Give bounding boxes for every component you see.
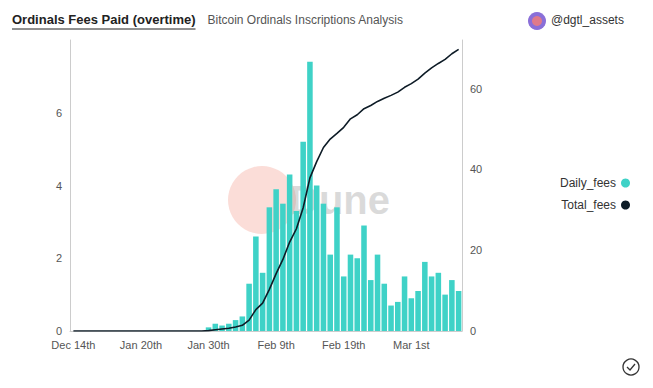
svg-text:Ordinals Fees Paid (overtime): Ordinals Fees Paid (overtime) xyxy=(12,12,196,27)
svg-text:20: 20 xyxy=(470,244,482,256)
svg-text:Bitcoin Ordinals Inscriptions: Bitcoin Ordinals Inscriptions Analysis xyxy=(208,13,403,27)
svg-text:2: 2 xyxy=(56,252,62,264)
svg-text:0: 0 xyxy=(470,325,476,337)
svg-text:6: 6 xyxy=(56,107,62,119)
svg-text:Dune: Dune xyxy=(290,178,390,222)
svg-text:Feb 19th: Feb 19th xyxy=(322,339,365,351)
svg-text:Jan 20th: Jan 20th xyxy=(120,339,162,351)
svg-text:Daily_fees: Daily_fees xyxy=(560,176,616,190)
svg-text:Dec 14th: Dec 14th xyxy=(51,339,95,351)
svg-text:4: 4 xyxy=(56,180,62,192)
svg-text:Feb 9th: Feb 9th xyxy=(257,339,294,351)
svg-text:@dgtl_assets: @dgtl_assets xyxy=(551,13,624,27)
svg-text:Total_fees: Total_fees xyxy=(561,198,616,212)
svg-text:40: 40 xyxy=(470,163,482,175)
svg-text:60: 60 xyxy=(470,83,482,95)
svg-text:Jan 30th: Jan 30th xyxy=(187,339,229,351)
svg-text:Mar 1st: Mar 1st xyxy=(393,339,430,351)
svg-text:0: 0 xyxy=(56,325,62,337)
